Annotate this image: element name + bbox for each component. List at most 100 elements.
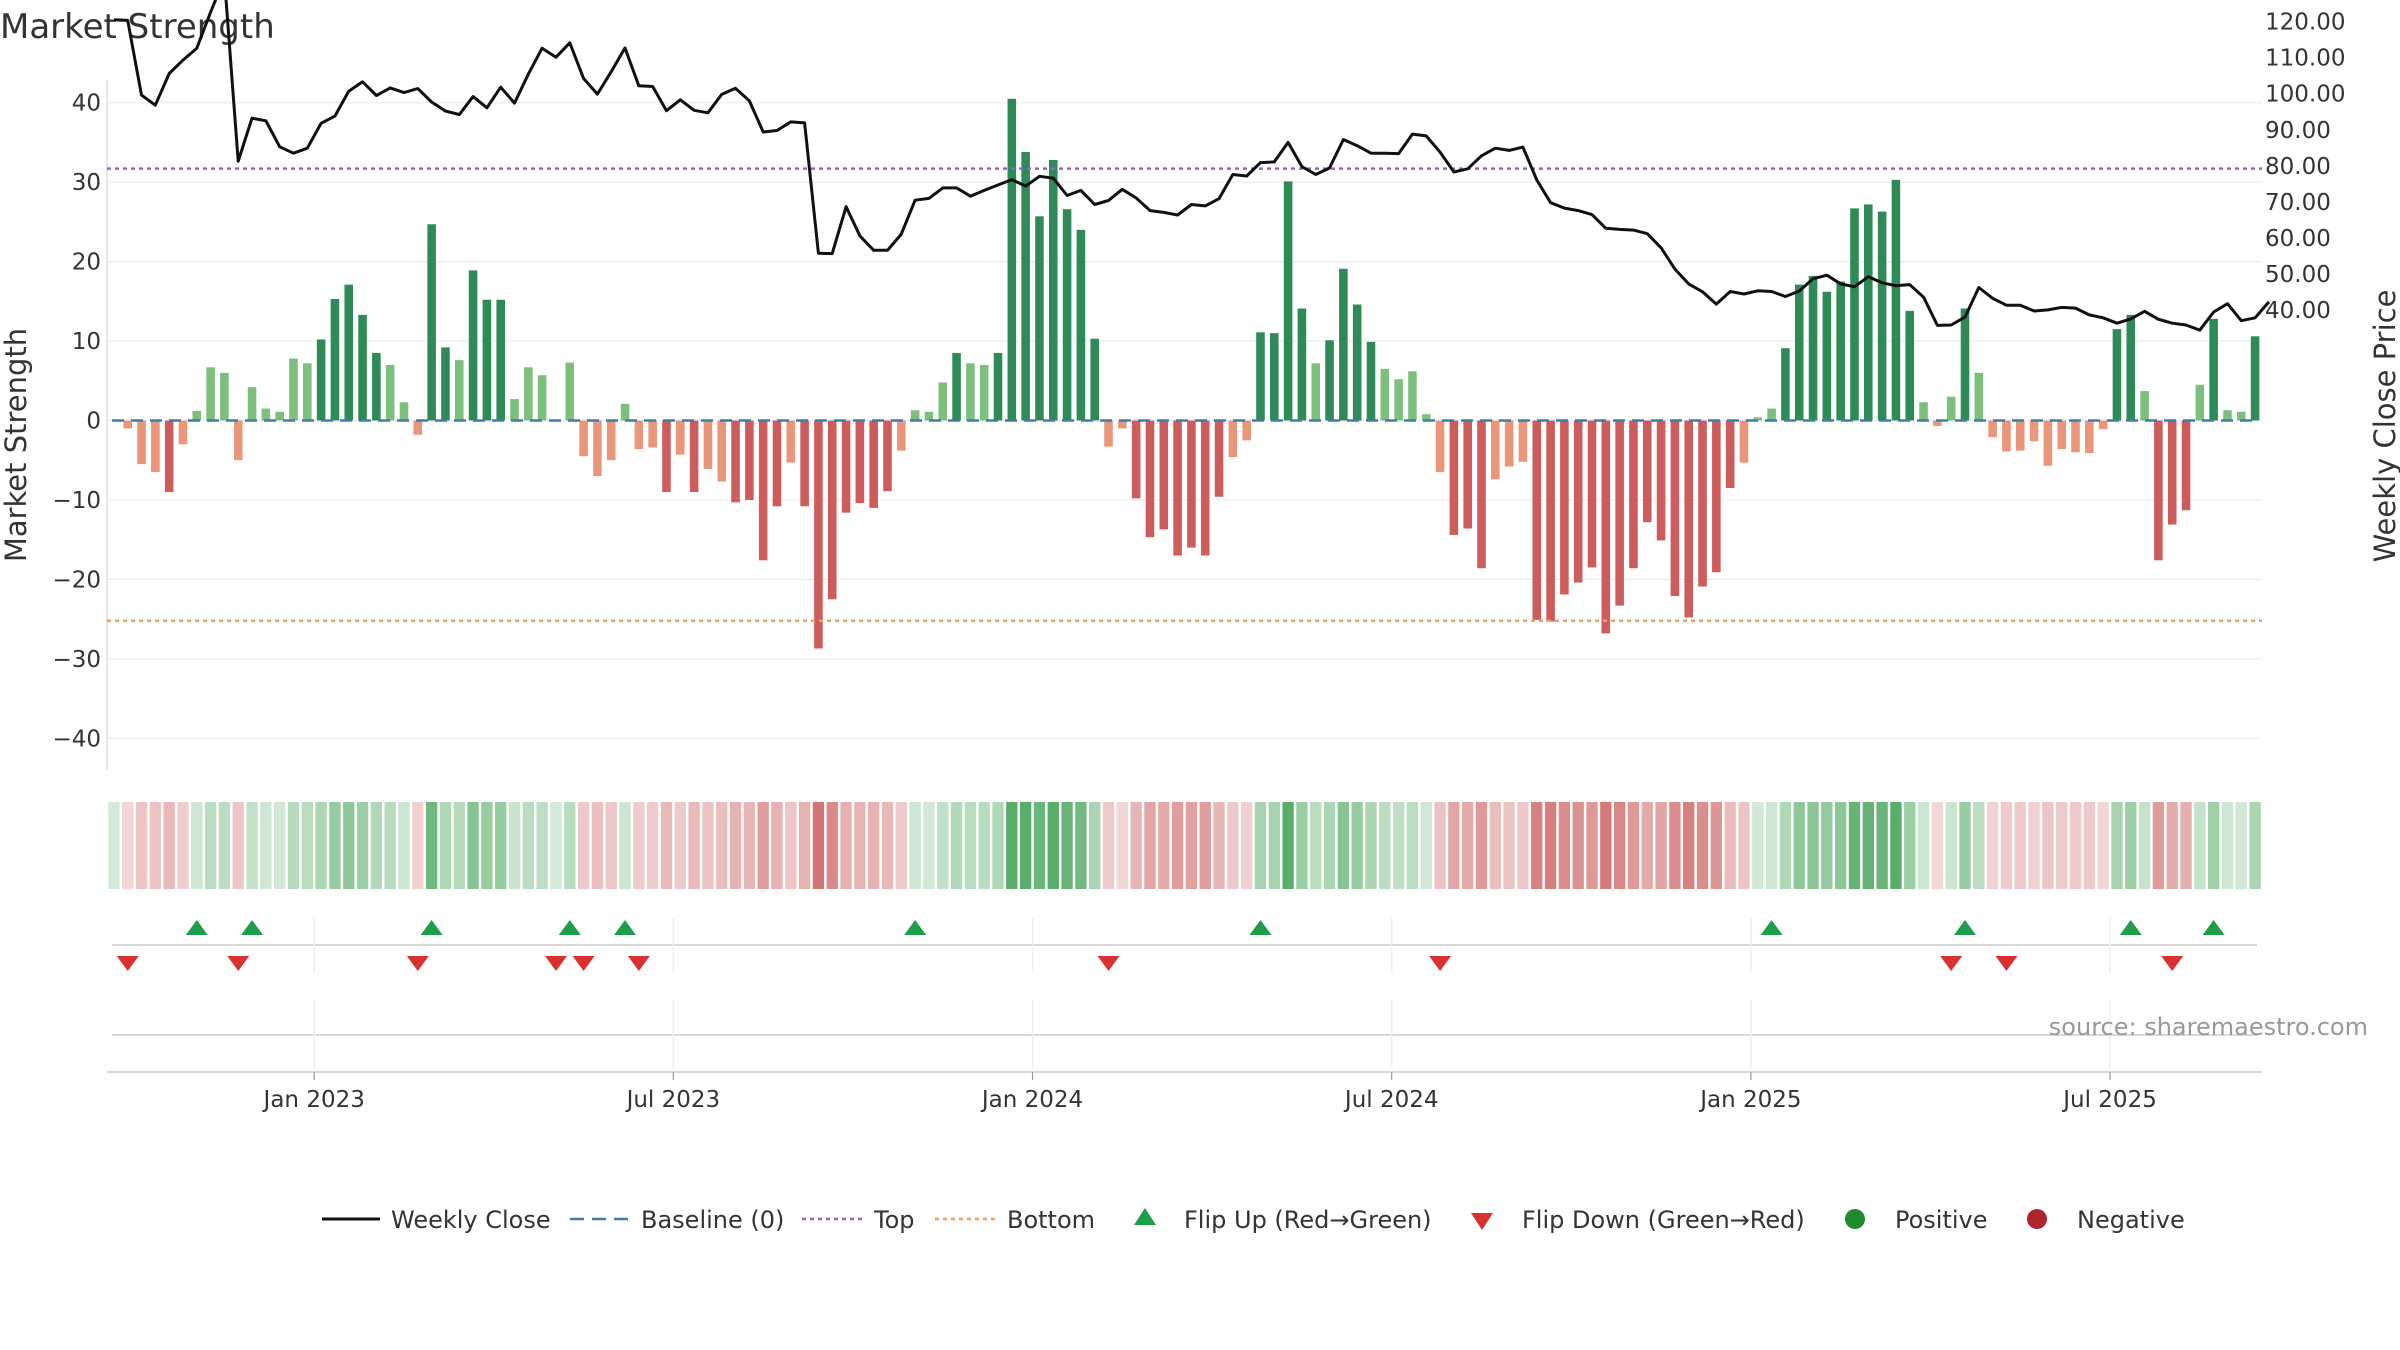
heat-cell xyxy=(1406,802,1419,889)
heat-cell xyxy=(1254,802,1267,889)
right-tick-label: 100.00 xyxy=(2265,82,2345,108)
heat-cell xyxy=(1365,802,1377,889)
heat-cell xyxy=(1986,802,1999,889)
heat-cell xyxy=(1959,802,1971,889)
heat-cell xyxy=(1931,802,1944,889)
strength-bar xyxy=(703,420,713,469)
legend-label: Flip Up (Red→Green) xyxy=(1184,1206,1432,1234)
heat-cell xyxy=(218,802,231,889)
x-tick-label: Jan 2023 xyxy=(262,1087,365,1113)
right-tick-label: 120.00 xyxy=(2265,10,2345,36)
flip-down-marker xyxy=(227,956,250,971)
flip-markers-panel xyxy=(112,918,2257,1068)
strength-bar xyxy=(1560,420,1569,595)
flip-down-marker xyxy=(1940,956,1963,971)
legend-item-negative: Negative xyxy=(2027,1206,2185,1234)
strength-bar xyxy=(1767,408,1776,421)
strength-bar xyxy=(841,420,851,513)
strength-bar xyxy=(1670,420,1680,597)
heat-cell xyxy=(798,802,811,889)
heat-cell xyxy=(923,802,935,889)
heat-cell xyxy=(1171,802,1184,889)
strength-bar xyxy=(1380,368,1390,421)
heat-cell xyxy=(577,802,590,889)
heat-cell xyxy=(1945,802,1957,889)
heat-cell xyxy=(2014,802,2026,889)
heat-cell xyxy=(439,802,452,889)
heat-cell xyxy=(1144,802,1156,889)
heat-cell xyxy=(2083,802,2095,889)
heat-cell xyxy=(1613,802,1626,889)
strength-bar xyxy=(330,298,340,421)
heat-cell xyxy=(1489,802,1501,889)
heat-cell xyxy=(343,802,355,889)
strength-bar xyxy=(247,387,257,421)
strength-bar xyxy=(178,420,188,445)
strength-bar xyxy=(1062,209,1072,421)
x-tick-label: Jul 2024 xyxy=(1343,1087,1439,1113)
heat-cell xyxy=(978,802,990,889)
strength-bar xyxy=(510,399,519,421)
heat-cell xyxy=(1876,802,1888,889)
strength-bar xyxy=(1518,420,1528,462)
strength-bar xyxy=(814,420,823,649)
heat-cell xyxy=(1213,802,1225,889)
strength-bar xyxy=(1712,420,1721,573)
strength-bar xyxy=(1256,332,1265,421)
strength-bar xyxy=(952,352,961,421)
heat-cell xyxy=(1696,802,1709,889)
strength-bar xyxy=(979,364,989,421)
heat-cell xyxy=(2194,802,2206,889)
strength-bar xyxy=(385,364,395,421)
legend-item-flip-up: Flip Up (Red→Green) xyxy=(1134,1206,1432,1234)
heat-cell xyxy=(2249,802,2261,889)
strength-bar xyxy=(2002,420,2011,452)
heat-cell xyxy=(536,802,548,889)
legend-swatch xyxy=(1845,1209,1865,1229)
heat-cell xyxy=(1544,802,1557,889)
heat-cell xyxy=(1102,802,1115,889)
flip-up-marker xyxy=(420,920,443,935)
heat-cell xyxy=(550,802,562,889)
heat-cell xyxy=(743,802,756,889)
strength-bar xyxy=(413,420,423,435)
strength-bar xyxy=(344,284,354,421)
heat-cell xyxy=(453,802,465,889)
flip-up-marker xyxy=(558,920,581,935)
strength-bar xyxy=(1573,420,1583,583)
flip-down-marker xyxy=(2161,956,2184,971)
heat-cell xyxy=(1240,802,1253,889)
strength-bar xyxy=(482,299,492,421)
strength-bar xyxy=(454,360,464,421)
strength-bar xyxy=(2195,384,2205,421)
strength-bar xyxy=(1449,420,1459,535)
heat-cell xyxy=(204,802,217,889)
x-tick-label: Jan 2025 xyxy=(1698,1087,1801,1113)
heat-cell xyxy=(425,802,438,889)
legend-swatch xyxy=(2027,1209,2047,1229)
legend-label: Positive xyxy=(1895,1206,1988,1234)
legend-item-baseline: Baseline (0) xyxy=(570,1206,784,1234)
x-tick-label: Jul 2023 xyxy=(625,1087,721,1113)
strength-bar xyxy=(1228,420,1238,458)
heat-cell xyxy=(688,802,700,889)
strength-bar xyxy=(2029,420,2039,442)
strength-bar xyxy=(731,420,740,503)
flip-up-marker xyxy=(1760,920,1783,935)
strength-bar xyxy=(441,347,450,421)
heat-cell xyxy=(1572,802,1584,889)
flip-down-marker xyxy=(572,956,595,971)
strength-bar xyxy=(1491,420,1500,480)
strength-bar xyxy=(855,420,865,504)
heat-cell xyxy=(467,802,479,889)
heat-cell xyxy=(301,802,313,889)
strength-bar xyxy=(524,367,533,421)
strength-bar xyxy=(2140,391,2149,421)
heat-cell xyxy=(1821,802,1833,889)
strength-bar xyxy=(2057,420,2066,450)
legend-item-flip-down: Flip Down (Green→Red) xyxy=(1471,1206,1805,1234)
heat-cell xyxy=(1655,802,1667,889)
flip-down-marker xyxy=(1097,956,1120,971)
heat-cell xyxy=(964,802,977,889)
legend-label: Baseline (0) xyxy=(641,1206,784,1234)
